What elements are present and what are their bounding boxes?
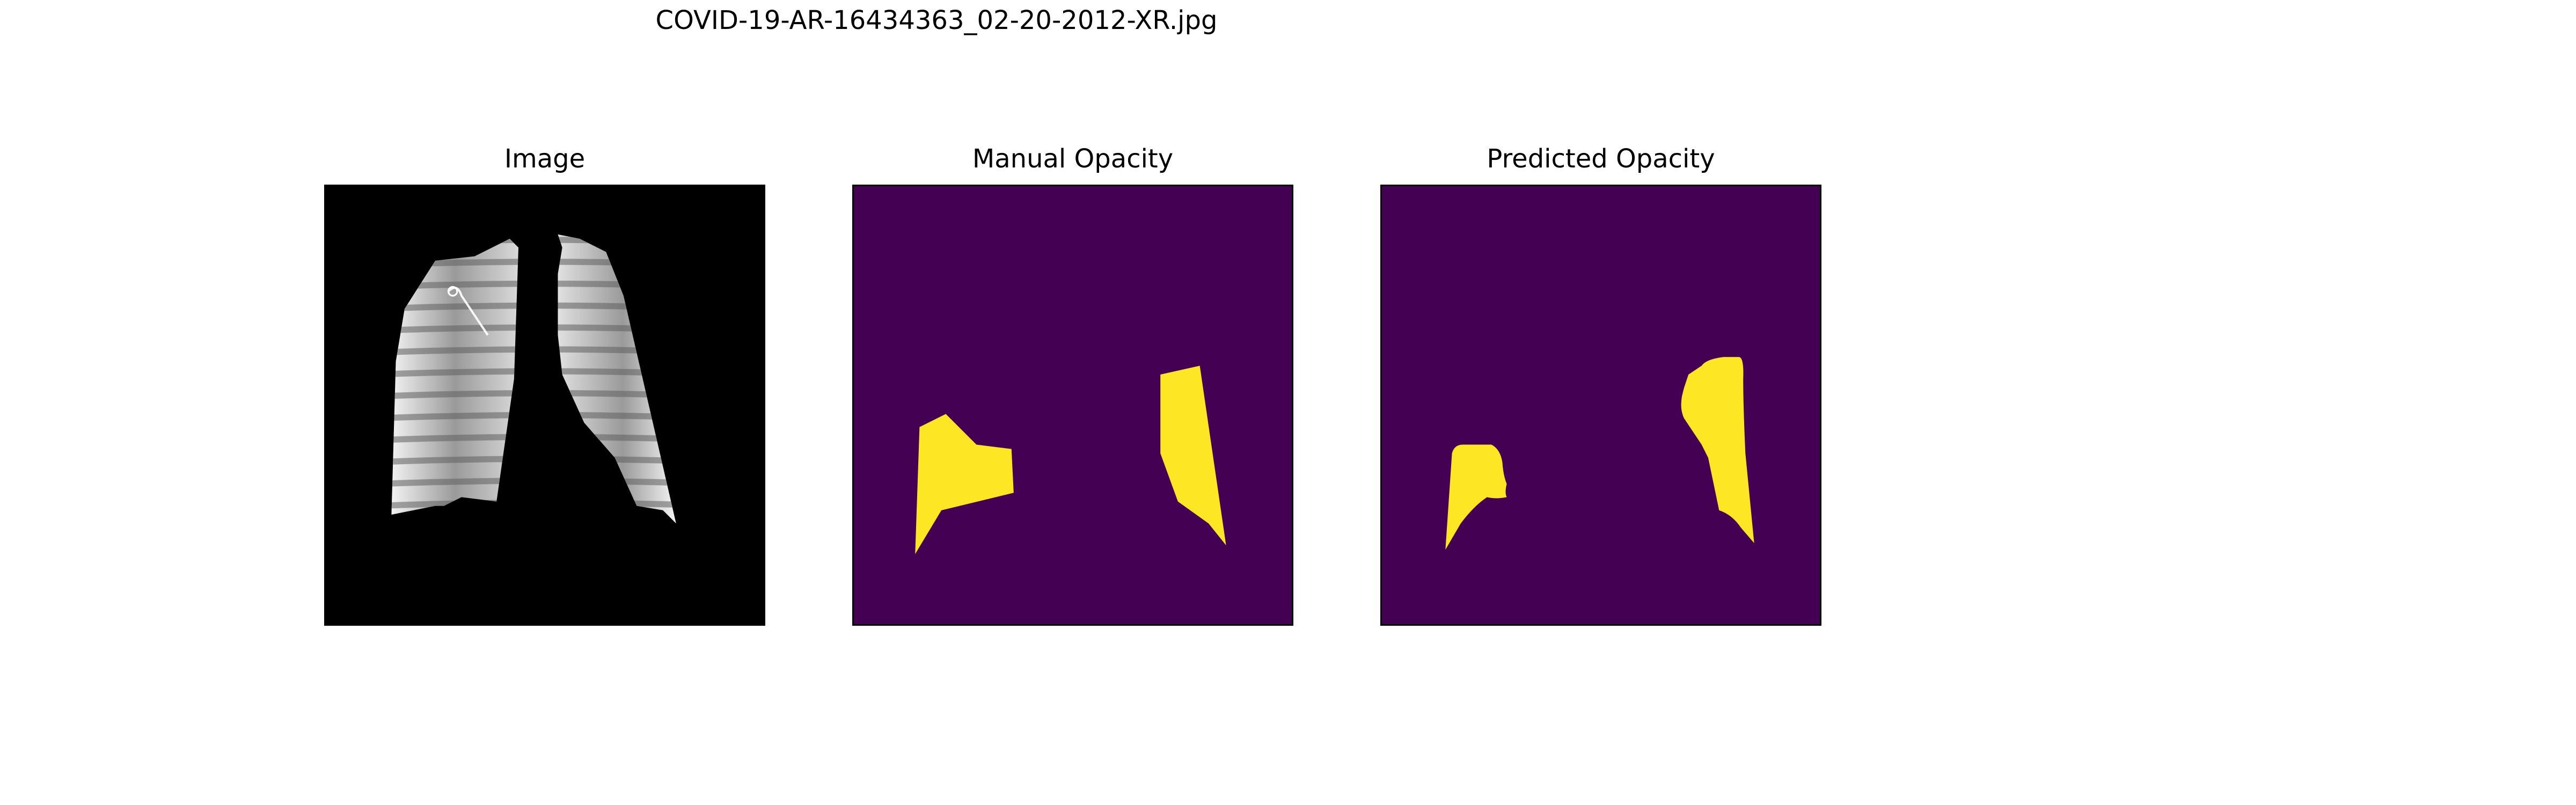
panel-title-manual: Manual Opacity <box>972 144 1174 174</box>
xray-background <box>326 186 764 624</box>
panel-title-predicted: Predicted Opacity <box>1487 144 1715 174</box>
mask-background <box>1382 186 1820 624</box>
xray-device-marker <box>447 286 458 297</box>
predicted-opacity-panel <box>1380 185 1821 626</box>
figure-title: COVID-19-AR-16434363_02-20-2012-XR.jpg <box>655 5 1218 35</box>
panel-title-image: Image <box>504 144 586 174</box>
manual-opacity-panel <box>852 185 1293 626</box>
predicted-opacity-left-region <box>1445 444 1507 550</box>
predicted-opacity-right-region <box>1681 357 1754 544</box>
predicted-opacity-mask <box>1382 186 1820 624</box>
manual-opacity-mask <box>854 186 1292 624</box>
mask-background <box>854 186 1292 624</box>
xray-image <box>326 186 764 624</box>
xray-image-panel <box>324 185 765 626</box>
manual-opacity-left-region <box>915 414 1014 554</box>
manual-opacity-right-region <box>1160 365 1226 546</box>
